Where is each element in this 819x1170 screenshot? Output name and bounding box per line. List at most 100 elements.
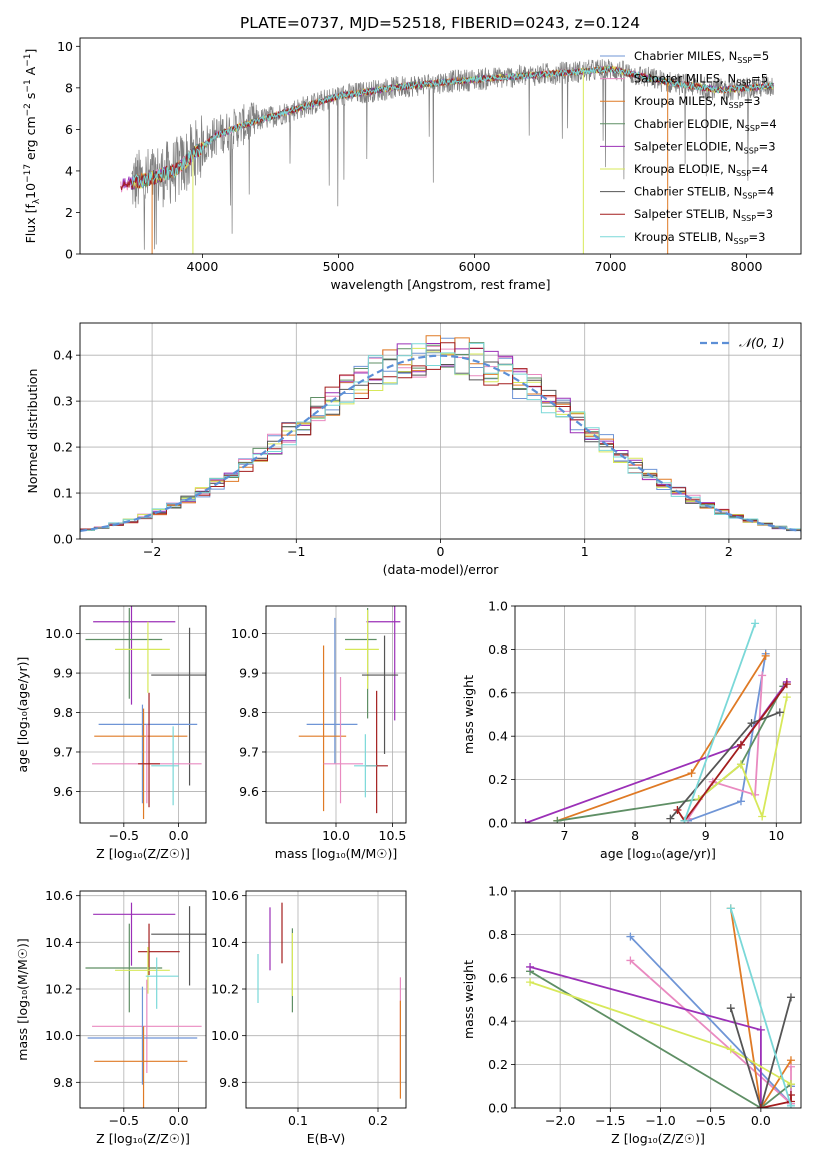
y-tick-label: 0.1	[53, 486, 73, 501]
x-tick-label: 10	[768, 828, 784, 843]
mass-weight-point	[673, 805, 682, 814]
mass-weight-line	[729, 908, 792, 1108]
x-tick-label: −2	[143, 544, 161, 559]
legend-label: Salpeter MILES, NSSP=5	[634, 72, 768, 88]
x-tick-label: 10.5	[379, 828, 407, 843]
mass-weight-point	[726, 904, 735, 913]
axes-frame	[79, 322, 802, 540]
axes-frame	[245, 890, 407, 1109]
y-tick-label: 0	[65, 247, 73, 262]
residuals-panel: −2 −1 0 1 2 0.0 0.1 0.2 0.3 0.4 (data-model)/error…	[25, 322, 802, 577]
x-tick-label: −1	[287, 544, 305, 559]
y-tick-label: 9.9	[53, 666, 73, 681]
mass-weight-line	[676, 683, 788, 823]
x-tick-label: 6000	[459, 259, 491, 274]
y-tick-label: 2	[65, 205, 73, 220]
y-tick-label: 0.0	[53, 532, 73, 547]
x-tick-label: 0.2	[368, 1113, 388, 1128]
y-tick-label: 1.0	[488, 599, 508, 614]
legend-label: Chabrier ELODIE, NSSP=4	[634, 117, 777, 133]
mass-EBV-panel: 0.1 0.2 9.8 10.0 10.2 10.4 10.6 E(B-V)	[211, 888, 407, 1146]
legend-label: Salpeter STELIB, NSSP=3	[634, 207, 773, 223]
y-axis-label: mass weight	[461, 675, 476, 754]
age-Z-panel: −0.5 0.0 9.6 9.7 9.8 9.9 10.0 Z [log₁₀(Z/Z☉)] ag…	[15, 605, 207, 861]
mass-weight-point	[756, 1104, 765, 1108]
mass-weight-point	[758, 812, 767, 821]
mass-weight-point	[736, 760, 745, 769]
mass-weight-line	[698, 696, 788, 820]
y-tick-label: 9.6	[53, 784, 73, 799]
y-tick-label: 9.7	[53, 744, 73, 759]
mass-weight-point	[775, 708, 784, 717]
y-tick-label: 4	[65, 163, 73, 178]
x-tick-label: 8	[631, 828, 639, 843]
x-tick-label: 9	[702, 828, 710, 843]
y-tick-label: 6	[65, 122, 73, 137]
axes-frame	[514, 890, 802, 1109]
x-tick-label: 1	[581, 544, 589, 559]
y-tick-label: 0.6	[488, 970, 508, 985]
mass-weight-point	[680, 816, 689, 823]
y-tick-label: 9.8	[53, 1075, 73, 1090]
legend-label: 𝒩(0, 1)	[739, 335, 785, 350]
y-tick-label: 10.6	[45, 888, 73, 903]
x-tick-label: 0.0	[169, 1113, 189, 1128]
y-tick-label: 10.4	[45, 935, 73, 950]
mass-weight-point	[526, 962, 535, 971]
x-axis-label: Z [log₁₀(Z/Z☉)]	[96, 1131, 190, 1146]
legend-label: Chabrier MILES, NSSP=5	[634, 49, 769, 65]
y-tick-label: 1.0	[488, 884, 508, 899]
mass-weight-point	[761, 651, 770, 660]
mass-weight-point	[626, 932, 635, 941]
axes-frame	[79, 37, 802, 255]
mass-weight-point	[747, 719, 756, 728]
x-axis-label: (data-model)/error	[383, 562, 500, 577]
y-tick-label: 0.4	[488, 1014, 508, 1029]
y-tick-label: 9.8	[239, 705, 259, 720]
y-tick-label: 0.0	[488, 816, 508, 831]
x-tick-label: 0.0	[169, 828, 189, 843]
x-tick-label: 7000	[595, 259, 627, 274]
y-axis-label: Flux [fλ10−17 erg cm−2 s−1 A−1]	[23, 49, 42, 244]
mass-weight-point	[786, 1056, 795, 1065]
y-axis-label: mass [log₁₀(M/M☉)]	[15, 938, 30, 1060]
axes-frame	[79, 605, 207, 824]
mass-weight-line	[729, 997, 792, 1108]
x-axis-label: Z [log₁₀(Z/Z☉)]	[96, 846, 190, 861]
axes-frame	[265, 605, 407, 824]
mass-weight-line	[529, 970, 792, 1108]
y-tick-label: 10.2	[45, 982, 73, 997]
mass-weight-point	[786, 1101, 795, 1108]
legend-label: Kroupa MILES, NSSP=3	[634, 94, 760, 110]
mass-weight-line	[729, 908, 792, 1107]
x-tick-label: 2	[725, 544, 733, 559]
x-axis-label: E(B-V)	[307, 1131, 346, 1146]
figure-title: PLATE=0737, MJD=52518, FIBERID=0243, z=0…	[240, 14, 640, 32]
mass-weight-point	[786, 1080, 795, 1089]
mass-weight-point	[626, 956, 635, 965]
mass-weight-point	[758, 671, 767, 680]
axes-frame	[79, 890, 207, 1109]
y-tick-label: 10.6	[211, 888, 239, 903]
axes-frame	[514, 605, 802, 824]
mass-weight-point	[756, 1025, 765, 1034]
residual-histogram	[80, 342, 801, 533]
y-tick-label: 10.2	[211, 982, 239, 997]
mass-weight-line	[683, 623, 756, 822]
legend-label: Kroupa STELIB, NSSP=3	[634, 230, 765, 246]
x-tick-label: 0.1	[288, 1113, 308, 1128]
spectrum-panel: 4000 5000 6000 7000 8000 0 2 4 6 8 10 wavelength [A…	[23, 37, 802, 292]
x-tick-label: 5000	[323, 259, 355, 274]
mass-weight-point	[782, 680, 791, 689]
mass-weight-point	[666, 814, 675, 823]
legend-label: Kroupa ELODIE, NSSP=4	[634, 162, 768, 178]
observed-spectrum	[131, 59, 775, 250]
mass-weight-point	[786, 993, 795, 1002]
x-tick-label: 0.0	[751, 1113, 771, 1128]
x-tick-label: −0.5	[696, 1113, 726, 1128]
x-axis-label: age [log₁₀(age/yr)]	[600, 846, 716, 861]
x-tick-label: 0	[437, 544, 445, 559]
mass-weight-point	[782, 693, 791, 702]
x-tick-label: −1.0	[645, 1113, 675, 1128]
